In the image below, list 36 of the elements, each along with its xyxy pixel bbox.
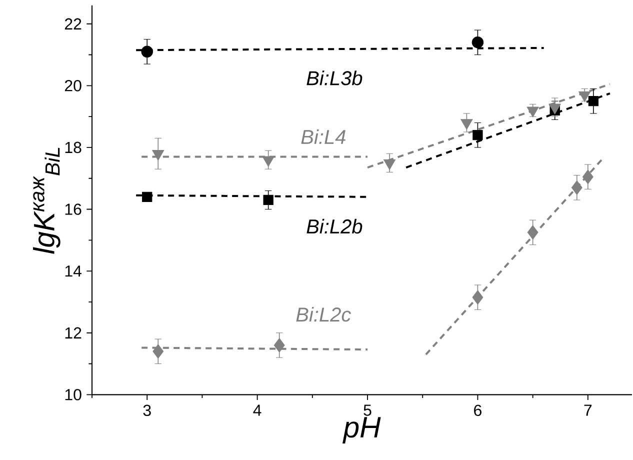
annotation: Bi:L2c [296,306,351,322]
annotation: Bi:L4 [301,129,346,144]
point [262,156,274,167]
point [571,180,582,195]
y-tick-label: 16 [65,204,82,215]
point [460,119,473,130]
point [472,290,484,305]
y-axis-title: lgK$^{каж}$BiL [32,148,60,254]
y-tick-label: 18 [65,142,82,154]
point [152,150,164,161]
point [582,170,594,184]
point [141,46,153,58]
point [152,344,164,359]
x-axis-title: pH [342,417,381,444]
point [472,36,484,48]
y-tick-label: 22 [64,18,82,30]
point [588,96,598,106]
x-tick-label: 4 [253,404,262,416]
point [142,192,152,202]
y-tick-label: 14 [65,266,82,277]
x-tick-label: 6 [474,404,482,416]
point [263,194,274,206]
x-tick-label: 5 [364,404,372,416]
point [472,130,483,140]
point [274,338,285,352]
point [578,91,591,102]
y-tick-label: 12 [65,327,82,338]
x-tick-label: 7 [584,404,592,416]
annotation: Bi:L2b [306,218,362,234]
point [526,106,539,118]
point [384,159,396,170]
y-tick-label: 20 [64,80,82,92]
annotation: Bi:L3b [306,70,362,86]
y-tick-label: 10 [65,388,82,400]
x-tick-label: 3 [143,404,151,416]
point [527,225,538,240]
